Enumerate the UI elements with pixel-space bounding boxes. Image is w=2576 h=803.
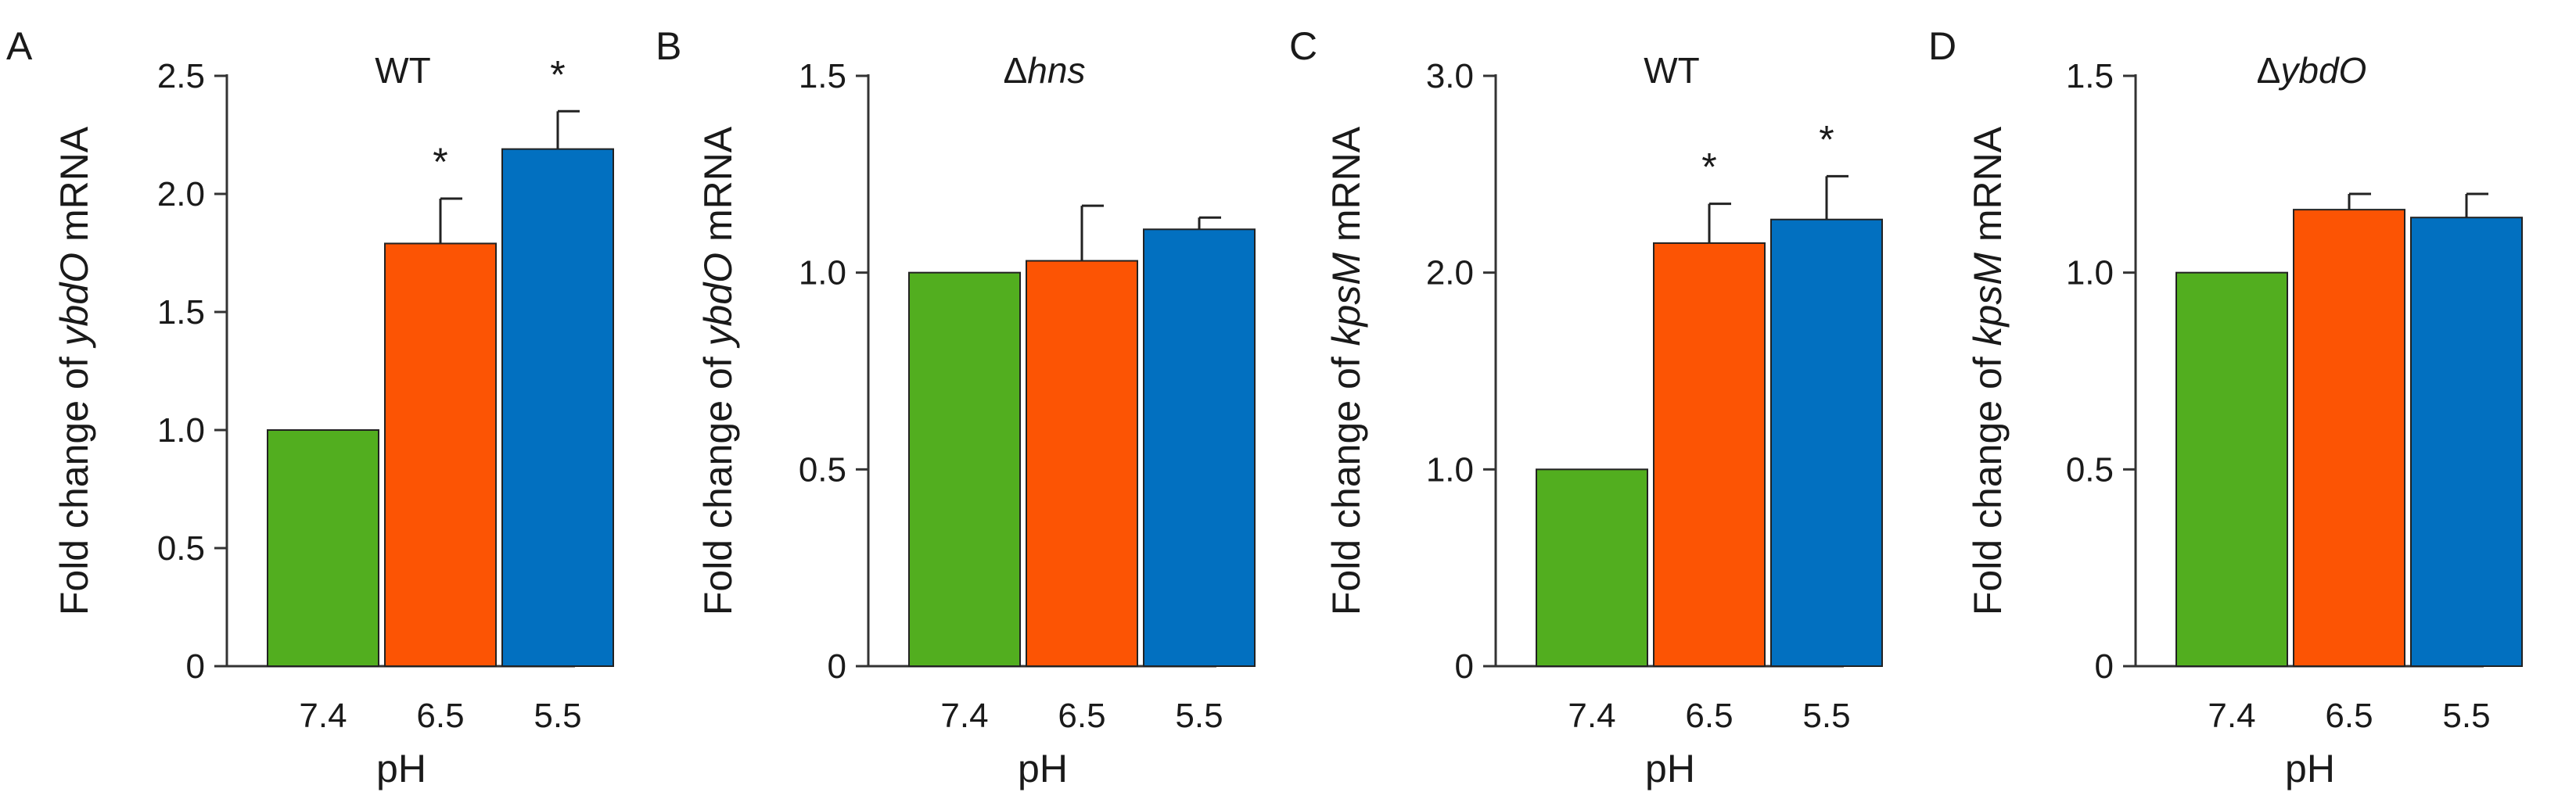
y-axis-title: Fold change of kpsM mRNA <box>1324 126 1368 615</box>
panel-d: D 0 0.5 1.0 1.5 Fold change of kpsM mRNA ΔybdO… <box>1928 24 2523 790</box>
condition-title: Δhns <box>1004 50 1086 91</box>
bar-ph-5-5 <box>1143 228 1256 667</box>
bar-ph-5-5 <box>501 148 614 667</box>
y-tick-label: 0 <box>1455 647 1474 686</box>
y-axis-title: Fold change of ybdO mRNA <box>696 126 740 615</box>
y-tick-label: 0.5 <box>799 450 846 489</box>
x-tick-label: 7.4 <box>2208 697 2255 735</box>
y-tick-label: 1.0 <box>2066 254 2114 292</box>
y-tick-label: 1.5 <box>799 57 846 95</box>
bar-ph-6-5 <box>384 242 497 668</box>
panel-c: C 0 1.0 2.0 3.0 Fold change of kpsM mRNA WT 7.4… <box>1289 24 1883 790</box>
y-tick-label: 1.5 <box>2066 57 2114 95</box>
significance-marker: * <box>433 140 447 184</box>
panel-letter: C <box>1289 24 1317 68</box>
x-axis-title: pH <box>2285 747 2335 790</box>
significance-marker: * <box>1701 145 1716 189</box>
bar-ph-6-5 <box>2293 209 2405 667</box>
y-tick-label: 1.5 <box>157 293 205 332</box>
y-tick-label: 2.0 <box>1426 254 1474 292</box>
x-tick-label: 7.4 <box>299 697 347 735</box>
condition-title: ΔybdO <box>2257 50 2367 91</box>
y-tick-label: 0.5 <box>2066 450 2114 489</box>
panel-letter: B <box>656 24 681 68</box>
y-tick-label: 0 <box>828 647 846 686</box>
x-tick-label: 6.5 <box>416 697 464 735</box>
condition-title: WT <box>375 50 431 91</box>
bar-ph-5-5 <box>1770 218 1883 667</box>
bar-ph-7-4 <box>908 271 1021 667</box>
y-tick-label: 1.0 <box>157 411 205 450</box>
bar-ph-5-5 <box>2410 217 2523 667</box>
x-tick-label: 7.4 <box>1568 697 1615 735</box>
bar-ph-6-5 <box>1026 260 1138 668</box>
y-axis-title: Fold change of kpsM mRNA <box>1966 126 2010 615</box>
panel-letter: A <box>6 24 33 68</box>
y-tick-label: 1.0 <box>1426 450 1474 489</box>
y-tick-label: 2.5 <box>157 57 205 95</box>
panel-b: B 0 0.5 1.0 1.5 Fold change of ybdO mRNA Δhns 7… <box>656 24 1256 790</box>
x-axis-title: pH <box>376 747 426 790</box>
bar-ph-7-4 <box>267 429 379 667</box>
x-tick-label: 7.4 <box>940 697 988 735</box>
significance-marker: * <box>550 52 565 96</box>
bar-ph-7-4 <box>2175 271 2288 667</box>
y-axis-title: Fold change of ybdO mRNA <box>52 126 96 615</box>
y-tick-label: 2.0 <box>157 175 205 213</box>
y-tick-label: 3.0 <box>1426 57 1474 95</box>
bar-ph-7-4 <box>1536 468 1648 667</box>
significance-marker: * <box>1819 117 1834 161</box>
x-tick-label: 5.5 <box>1802 697 1850 735</box>
y-tick-label: 0 <box>186 647 205 686</box>
y-tick-label: 1.0 <box>799 254 846 292</box>
bar-ph-6-5 <box>1653 242 1766 667</box>
y-tick-label: 0 <box>2095 647 2114 686</box>
x-axis-title: pH <box>1018 747 1068 790</box>
x-axis-title: pH <box>1645 747 1695 790</box>
x-tick-label: 5.5 <box>1175 697 1223 735</box>
panel-letter: D <box>1928 24 1956 68</box>
panel-a: A 0 0.5 1.0 1.5 2.0 2.5 Fold change of ybdO mRN… <box>6 24 614 790</box>
x-tick-label: 6.5 <box>2325 697 2373 735</box>
x-tick-label: 5.5 <box>2442 697 2490 735</box>
x-tick-label: 5.5 <box>534 697 581 735</box>
y-tick-label: 0.5 <box>157 529 205 568</box>
x-tick-label: 6.5 <box>1058 697 1105 735</box>
x-tick-label: 6.5 <box>1685 697 1733 735</box>
condition-title: WT <box>1644 50 1700 91</box>
